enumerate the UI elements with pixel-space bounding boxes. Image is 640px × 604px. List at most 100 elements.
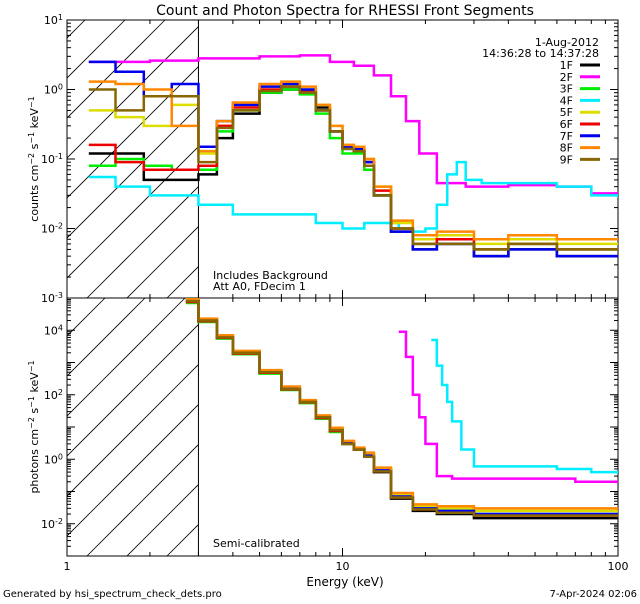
y-tick-base: 10 [41,223,55,236]
y-tick-exponent: -2 [55,516,63,525]
y-tick-label: 10-1 [41,152,63,167]
bottom-y-axis-label: photons cm−2 s−1 keV−1 [27,360,42,493]
y-tick-exponent: 2 [58,387,63,396]
series-line-6F [88,85,618,251]
y-label-exponent: −2 [27,153,36,165]
bottom-shaded-region [0,298,505,556]
x-axis-label: Energy (keV) [306,575,383,589]
hatch-line [67,298,186,417]
date-footer: 7-Apr-2024 02:06 [550,589,637,600]
hatch-line [67,403,199,537]
hatch-line [67,65,199,199]
y-tick-exponent: 4 [58,323,63,332]
hatch-line [67,363,199,497]
series-line-3F [185,301,618,516]
hatch-line [247,298,505,556]
legend-label-9F: 9F [560,153,573,166]
y-label-part: photons cm [28,429,41,494]
photon-series-group [185,298,618,520]
hatch-line [67,20,126,79]
y-tick-label: 10-3 [41,291,63,306]
chart-title: Count and Photon Spectra for RHESSI Fron… [156,3,534,19]
y-label-part: keV [28,108,41,132]
y-tick-label: 10-2 [41,221,63,236]
legend-label-4F: 4F [560,94,573,107]
calibration-annotation: Semi-calibrated [213,537,300,550]
series-line-2F [88,54,618,196]
hatch-line [0,20,45,298]
y-tick-exponent: -3 [55,291,63,300]
legend-label-5F: 5F [560,106,573,119]
attenuator-annotation: Att A0, FDecim 1 [213,280,306,293]
count-series-group [88,54,618,258]
y-label-part: s [28,143,41,152]
y-tick-exponent: -2 [55,221,63,230]
series-line-4F [88,160,618,233]
y-label-exponent: −1 [27,132,36,144]
time-range-label: 14:36:28 to 14:37:28 [482,47,599,60]
y-tick-base: 10 [44,389,58,402]
hatch-line [67,145,199,279]
y-label-exponent: −1 [27,360,36,372]
series-line-9F [185,299,618,518]
series-line-4F [431,338,618,474]
series-line-7F [88,60,618,258]
hatch-line [0,298,25,556]
legend-label-1F: 1F [560,59,573,72]
hatch-line [86,185,199,298]
y-label-part: s [28,408,41,417]
y-tick-label: 104 [44,323,63,338]
y-tick-label: 102 [44,387,63,402]
y-tick-base: 10 [44,84,58,97]
y-label-part: keV [28,372,41,396]
y-tick-label: 10-2 [41,516,63,531]
date-label: 1-Aug-2012 [535,36,599,49]
y-tick-label: 100 [44,82,63,97]
hatch-line [166,265,199,298]
y-tick-exponent: -1 [55,152,63,161]
hatch-line [86,443,199,556]
series-line-2F [398,330,618,484]
series-line-5F [88,82,618,246]
y-tick-exponent: 0 [58,452,63,461]
legend-label-3F: 3F [560,83,573,96]
legend-label-2F: 2F [560,71,573,84]
series-line-1F [88,88,618,258]
y-tick-base: 10 [41,292,55,305]
background-annotation: Includes Background [213,269,328,282]
legend-label-8F: 8F [560,142,573,155]
y-tick-base: 10 [41,518,55,531]
hatch-line [67,105,199,239]
y-label-exponent: −1 [27,96,36,108]
hatch-line [67,20,166,119]
x-tick-label: 10 [336,560,350,573]
hatch-line [166,523,199,556]
y-label-exponent: −2 [27,417,36,429]
y-tick-base: 10 [44,14,58,27]
y-tick-base: 10 [44,324,58,337]
hatch-line [67,323,199,457]
y-tick-exponent: 0 [58,82,63,91]
hatch-line [67,298,146,377]
series-line-6F [185,300,618,518]
legend-label-6F: 6F [560,118,573,131]
y-tick-label: 100 [44,452,63,467]
top-y-axis-label: counts cm−2 s−1 keV−1 [27,96,42,221]
y-tick-base: 10 [41,153,55,166]
y-tick-label: 101 [44,13,63,28]
x-tick-label: 1 [64,560,71,573]
y-tick-exponent: 1 [58,13,63,22]
y-label-part: counts cm [28,165,41,222]
hatch-line [67,25,199,159]
hatch-line [126,483,199,556]
y-label-exponent: −1 [27,396,36,408]
y-tick-base: 10 [44,453,58,466]
series-line-9F [88,85,618,251]
series-line-1F [185,299,618,520]
hatch-line [126,225,199,298]
